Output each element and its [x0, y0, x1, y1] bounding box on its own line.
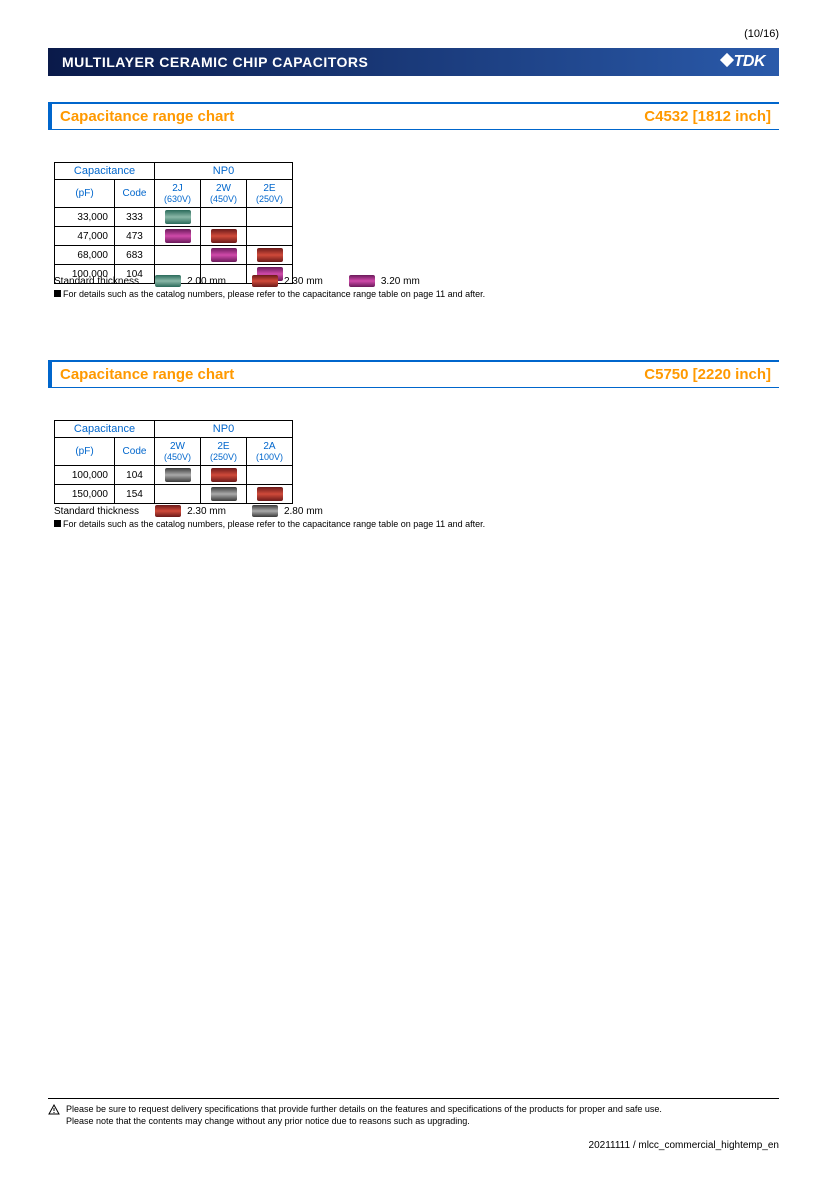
- cell-pf: 47,000: [55, 227, 115, 246]
- legend-value: 3.20 mm: [381, 276, 420, 287]
- warning-icon: [48, 1104, 60, 1116]
- tdk-logo: TDK: [722, 53, 765, 71]
- thickness-chip-icon: [211, 468, 237, 482]
- section-code: C5750 [2220 inch]: [644, 366, 771, 383]
- table-group-dielectric: NP0: [155, 163, 293, 180]
- cell-pf: 100,000: [55, 466, 115, 485]
- section-title: Capacitance range chart: [60, 108, 234, 125]
- thickness-chip-icon: [211, 248, 237, 262]
- section-note: For details such as the catalog numbers,…: [54, 289, 485, 299]
- table-row: 100,000104: [55, 466, 293, 485]
- document-header: MULTILAYER CERAMIC CHIP CAPACITORS TDK: [48, 48, 779, 76]
- cell-chip: [201, 466, 247, 485]
- table-group-capacitance: Capacitance: [55, 163, 155, 180]
- col-voltage: 2E(250V): [201, 438, 247, 466]
- cell-chip: [247, 485, 293, 504]
- note-bullet-icon: [54, 290, 61, 297]
- table-row: 68,000683: [55, 246, 293, 265]
- thickness-chip-icon: [165, 210, 191, 224]
- cell-chip: [247, 227, 293, 246]
- thickness-chip-icon: [165, 229, 191, 243]
- legend-value: 2.00 mm: [187, 276, 226, 287]
- cell-code: 683: [115, 246, 155, 265]
- cell-chip: [155, 466, 201, 485]
- document-title: MULTILAYER CERAMIC CHIP CAPACITORS: [62, 54, 368, 70]
- cell-chip: [155, 227, 201, 246]
- footer-warning-line1: Please be sure to request delivery speci…: [66, 1104, 662, 1116]
- cell-chip: [155, 208, 201, 227]
- col-voltage: 2E(250V): [247, 180, 293, 208]
- col-code: Code: [115, 438, 155, 466]
- thickness-legend: Standard thickness 2.30 mm 2.80 mm: [54, 505, 343, 517]
- section-title: Capacitance range chart: [60, 366, 234, 383]
- cell-chip: [247, 208, 293, 227]
- note-bullet-icon: [54, 520, 61, 527]
- cell-code: 154: [115, 485, 155, 504]
- page-number: (10/16): [744, 28, 779, 40]
- cell-code: 104: [115, 466, 155, 485]
- thickness-chip-icon: [257, 248, 283, 262]
- cell-chip: [155, 485, 201, 504]
- legend-chip-icon: [155, 505, 181, 517]
- cell-chip: [155, 246, 201, 265]
- col-voltage: 2W(450V): [201, 180, 247, 208]
- thickness-chip-icon: [211, 229, 237, 243]
- legend-value: 2.80 mm: [284, 506, 323, 517]
- cell-pf: 68,000: [55, 246, 115, 265]
- footer-meta: 20211111 / mlcc_commercial_hightemp_en: [589, 1140, 779, 1151]
- legend-chip-icon: [155, 275, 181, 287]
- col-voltage: 2A(100V): [247, 438, 293, 466]
- cell-code: 333: [115, 208, 155, 227]
- section-code: C4532 [1812 inch]: [644, 108, 771, 125]
- legend-value: 2.30 mm: [187, 506, 226, 517]
- thickness-chip-icon: [257, 487, 283, 501]
- legend-chip-icon: [252, 505, 278, 517]
- cell-pf: 150,000: [55, 485, 115, 504]
- footer-rule: [48, 1098, 779, 1099]
- section-header: Capacitance range chart C5750 [2220 inch]: [48, 360, 779, 388]
- thickness-chip-icon: [211, 487, 237, 501]
- col-code: Code: [115, 180, 155, 208]
- legend-chip-icon: [252, 275, 278, 287]
- table-group-capacitance: Capacitance: [55, 421, 155, 438]
- cell-code: 473: [115, 227, 155, 246]
- capacitance-table: CapacitanceNP0 (pF)Code2W(450V)2E(250V)2A…: [54, 420, 293, 504]
- col-voltage: 2W(450V): [155, 438, 201, 466]
- table-row: 33,000333: [55, 208, 293, 227]
- cell-chip: [247, 246, 293, 265]
- table-row: 150,000154: [55, 485, 293, 504]
- col-voltage: 2J(630V): [155, 180, 201, 208]
- legend-label: Standard thickness: [54, 276, 139, 287]
- legend-label: Standard thickness: [54, 506, 139, 517]
- legend-chip-icon: [349, 275, 375, 287]
- cell-pf: 33,000: [55, 208, 115, 227]
- capacitance-table: CapacitanceNP0 (pF)Code2J(630V)2W(450V)2E…: [54, 162, 293, 284]
- section-header: Capacitance range chart C4532 [1812 inch]: [48, 102, 779, 130]
- cell-chip: [201, 246, 247, 265]
- cell-chip: [247, 466, 293, 485]
- table-row: 47,000473: [55, 227, 293, 246]
- col-pf: (pF): [55, 438, 115, 466]
- footer-warning-line2: Please note that the contents may change…: [66, 1116, 662, 1128]
- section-note: For details such as the catalog numbers,…: [54, 519, 485, 529]
- table-group-dielectric: NP0: [155, 421, 293, 438]
- cell-chip: [201, 227, 247, 246]
- thickness-chip-icon: [165, 468, 191, 482]
- cell-chip: [201, 485, 247, 504]
- col-pf: (pF): [55, 180, 115, 208]
- footer-warning: Please be sure to request delivery speci…: [48, 1104, 779, 1127]
- legend-value: 2.30 mm: [284, 276, 323, 287]
- cell-chip: [201, 208, 247, 227]
- thickness-legend: Standard thickness 2.00 mm 2.30 mm 3.20 mm: [54, 275, 440, 287]
